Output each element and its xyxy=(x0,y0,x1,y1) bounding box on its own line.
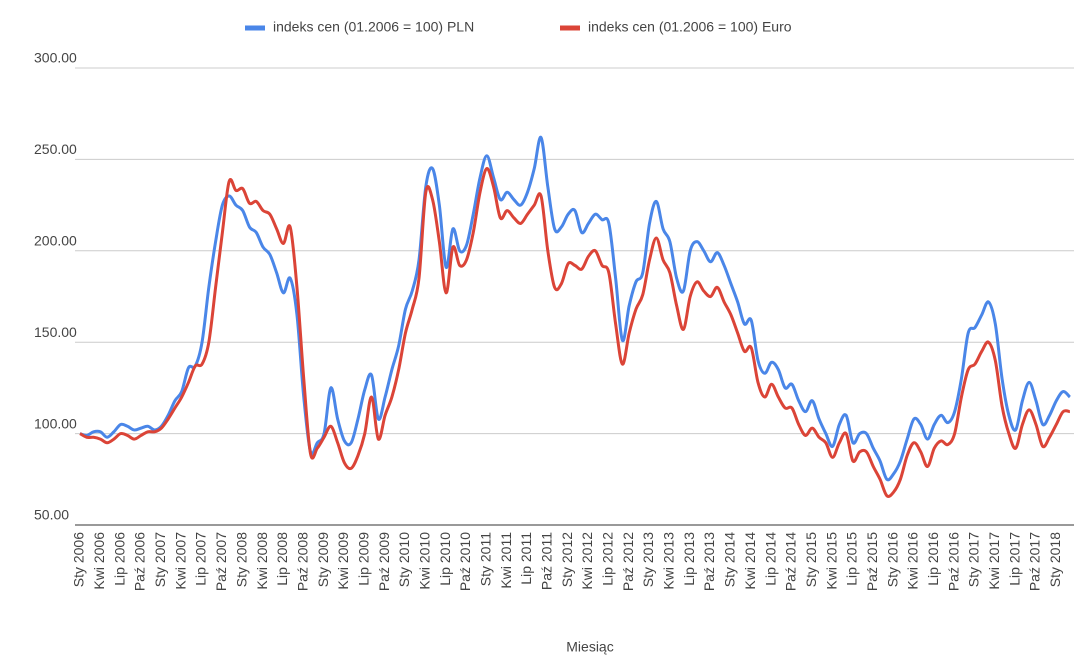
x-tick-label: Paź 2009 xyxy=(376,532,392,591)
x-tick-label: Paź 2012 xyxy=(620,532,636,591)
x-tick-label: Sty 2011 xyxy=(478,532,494,586)
x-tick-label: Paź 2007 xyxy=(213,532,229,591)
x-tick-label: Kwi 2006 xyxy=(91,532,107,590)
x-tick-label: Kwi 2014 xyxy=(742,532,758,590)
legend-label: indeks cen (01.2006 = 100) Euro xyxy=(588,19,792,35)
x-tick-label: Kwi 2015 xyxy=(823,532,839,590)
x-tick-label: Kwi 2008 xyxy=(254,532,270,590)
y-tick-label: 150.00 xyxy=(34,324,77,340)
x-tick-label: Kwi 2013 xyxy=(661,532,677,590)
x-tick-label: Paź 2015 xyxy=(864,532,880,591)
x-tick-label: Paź 2016 xyxy=(945,532,961,591)
legend-label: indeks cen (01.2006 = 100) PLN xyxy=(273,19,474,35)
x-tick-label: Sty 2016 xyxy=(884,532,900,587)
series-line xyxy=(79,135,1071,482)
y-tick-label: 50.00 xyxy=(34,507,69,523)
y-tick-label: 100.00 xyxy=(34,415,77,431)
x-tick-label: Kwi 2012 xyxy=(579,532,595,590)
x-tick-label: Paź 2008 xyxy=(294,532,310,591)
x-axis-title: Miesiąc xyxy=(566,639,613,655)
x-tick-label: Lip 2015 xyxy=(844,532,860,586)
x-tick-label: Sty 2010 xyxy=(396,532,412,587)
x-tick-label: Paź 2014 xyxy=(783,532,799,591)
x-tick-label: Sty 2017 xyxy=(966,532,982,587)
x-tick-label: Kwi 2017 xyxy=(986,532,1002,590)
x-tick-label: Lip 2006 xyxy=(111,532,127,586)
y-tick-label: 250.00 xyxy=(34,141,77,157)
x-tick-label: Lip 2017 xyxy=(1006,532,1022,586)
x-tick-label: Paź 2011 xyxy=(539,532,555,590)
y-tick-label: 300.00 xyxy=(34,50,77,66)
x-tick-label: Kwi 2009 xyxy=(335,532,351,590)
x-tick-label: Lip 2007 xyxy=(193,532,209,586)
x-tick-label: Kwi 2007 xyxy=(172,532,188,590)
x-tick-label: Sty 2008 xyxy=(233,532,249,587)
x-tick-label: Lip 2011 xyxy=(518,532,534,585)
x-tick-label: Sty 2013 xyxy=(640,532,656,587)
x-tick-label: Lip 2012 xyxy=(600,532,616,586)
x-tick-label: Sty 2007 xyxy=(152,532,168,587)
x-tick-label: Paź 2010 xyxy=(457,532,473,591)
x-tick-label: Sty 2006 xyxy=(71,532,87,587)
x-tick-label: Sty 2018 xyxy=(1047,532,1063,587)
x-tick-label: Lip 2009 xyxy=(355,532,371,586)
x-tick-label: Sty 2014 xyxy=(722,532,738,587)
x-tick-label: Kwi 2016 xyxy=(905,532,921,590)
x-tick-label: Sty 2012 xyxy=(559,532,575,587)
x-tick-label: Sty 2015 xyxy=(803,532,819,587)
x-tick-label: Lip 2008 xyxy=(274,532,290,586)
x-tick-label: Paź 2013 xyxy=(701,532,717,591)
x-tick-label: Lip 2013 xyxy=(681,532,697,586)
x-tick-label: Kwi 2011 xyxy=(498,532,514,589)
x-tick-label: Lip 2010 xyxy=(437,532,453,586)
x-tick-label: Paź 2017 xyxy=(1027,532,1043,591)
series-line xyxy=(79,167,1071,498)
x-tick-label: Sty 2009 xyxy=(315,532,331,587)
x-tick-label: Kwi 2010 xyxy=(416,532,432,590)
x-tick-label: Paź 2006 xyxy=(132,532,148,591)
x-tick-label: Lip 2014 xyxy=(762,532,778,586)
x-tick-label: Lip 2016 xyxy=(925,532,941,586)
y-tick-label: 200.00 xyxy=(34,233,77,249)
